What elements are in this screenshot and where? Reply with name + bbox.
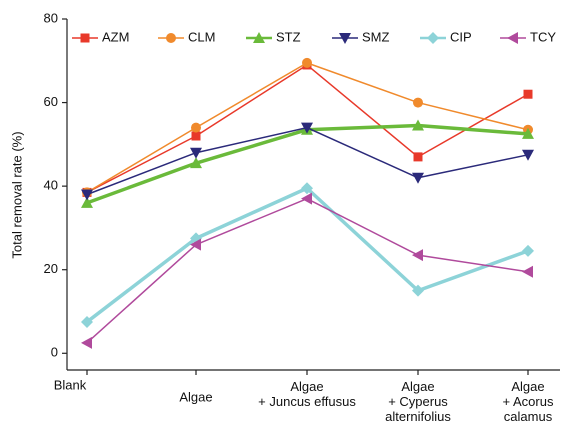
data-point bbox=[412, 249, 423, 262]
x-tick-label: Blank bbox=[54, 377, 87, 392]
data-point bbox=[522, 244, 534, 257]
x-tick-label: Algae + Cyperus alternifolius bbox=[385, 379, 451, 424]
legend-label: SMZ bbox=[362, 29, 390, 44]
legend-marker bbox=[80, 33, 90, 43]
data-point bbox=[522, 265, 533, 278]
y-tick-label: 20 bbox=[44, 261, 58, 276]
legend-label: STZ bbox=[276, 29, 301, 44]
y-axis-label: Total removal rate (%) bbox=[9, 131, 24, 258]
legend-label: CLM bbox=[188, 29, 215, 44]
data-point bbox=[81, 189, 93, 201]
x-tick-label: Algae bbox=[179, 389, 212, 404]
x-tick-label: Algae + Juncus effusus bbox=[258, 379, 356, 409]
legend-marker bbox=[339, 33, 351, 44]
data-point bbox=[301, 182, 313, 195]
legend-marker bbox=[253, 32, 265, 43]
data-point bbox=[190, 238, 201, 251]
data-point bbox=[301, 192, 312, 205]
data-point bbox=[412, 284, 424, 297]
data-point bbox=[191, 131, 201, 141]
data-point bbox=[523, 89, 533, 99]
data-point bbox=[81, 196, 93, 208]
data-point bbox=[190, 157, 202, 169]
data-point bbox=[191, 122, 201, 133]
data-point bbox=[522, 127, 534, 139]
data-point bbox=[522, 149, 534, 161]
data-point bbox=[190, 147, 202, 159]
data-point bbox=[413, 152, 423, 162]
legend-marker bbox=[427, 32, 439, 44]
y-tick-label: 60 bbox=[44, 94, 58, 109]
legend-label: CIP bbox=[450, 29, 472, 44]
y-tick-label: 80 bbox=[44, 10, 58, 25]
y-tick-label: 0 bbox=[51, 345, 58, 360]
x-tick-label: Algae + Acorus calamus bbox=[503, 379, 554, 424]
legend-marker bbox=[166, 33, 176, 43]
data-point bbox=[413, 97, 423, 108]
data-point bbox=[81, 336, 92, 349]
data-point bbox=[302, 57, 312, 68]
series-line bbox=[85, 186, 529, 324]
data-point bbox=[81, 315, 93, 328]
legend-label: TCY bbox=[530, 29, 556, 44]
legend-marker bbox=[507, 32, 518, 44]
data-point bbox=[412, 172, 424, 184]
y-tick-label: 40 bbox=[44, 178, 58, 193]
data-point bbox=[412, 119, 424, 131]
legend-label: AZM bbox=[102, 29, 129, 44]
data-point bbox=[301, 122, 313, 134]
